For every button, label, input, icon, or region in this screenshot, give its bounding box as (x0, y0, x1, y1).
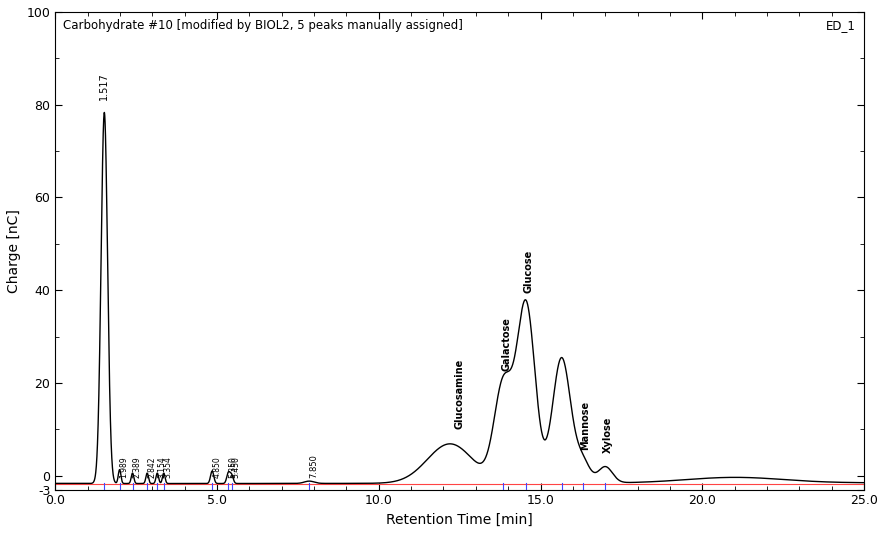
Text: 3.154: 3.154 (158, 456, 166, 477)
Text: 1.517: 1.517 (99, 72, 110, 100)
Text: 2.389: 2.389 (133, 456, 142, 477)
Text: 1.989: 1.989 (119, 456, 128, 477)
Text: Carbohydrate #10 [modified by BIOL2, 5 peaks manually assigned]: Carbohydrate #10 [modified by BIOL2, 5 p… (64, 19, 463, 32)
Text: Glucosamine: Glucosamine (455, 359, 465, 429)
Text: 5.350: 5.350 (228, 456, 237, 477)
Text: 3.354: 3.354 (164, 456, 173, 477)
Y-axis label: Charge [nC]: Charge [nC] (7, 209, 21, 293)
Text: Xylose: Xylose (603, 416, 612, 452)
Text: ED_1: ED_1 (827, 19, 856, 32)
X-axis label: Retention Time [min]: Retention Time [min] (386, 513, 533, 527)
Text: Galactose: Galactose (501, 318, 512, 371)
Text: 2.842: 2.842 (147, 456, 156, 477)
Text: 5.450: 5.450 (232, 456, 241, 477)
Text: 7.850: 7.850 (309, 454, 319, 477)
Text: 4.850: 4.850 (212, 456, 221, 477)
Text: Glucose: Glucose (524, 249, 534, 293)
Text: Mannose: Mannose (580, 401, 590, 450)
